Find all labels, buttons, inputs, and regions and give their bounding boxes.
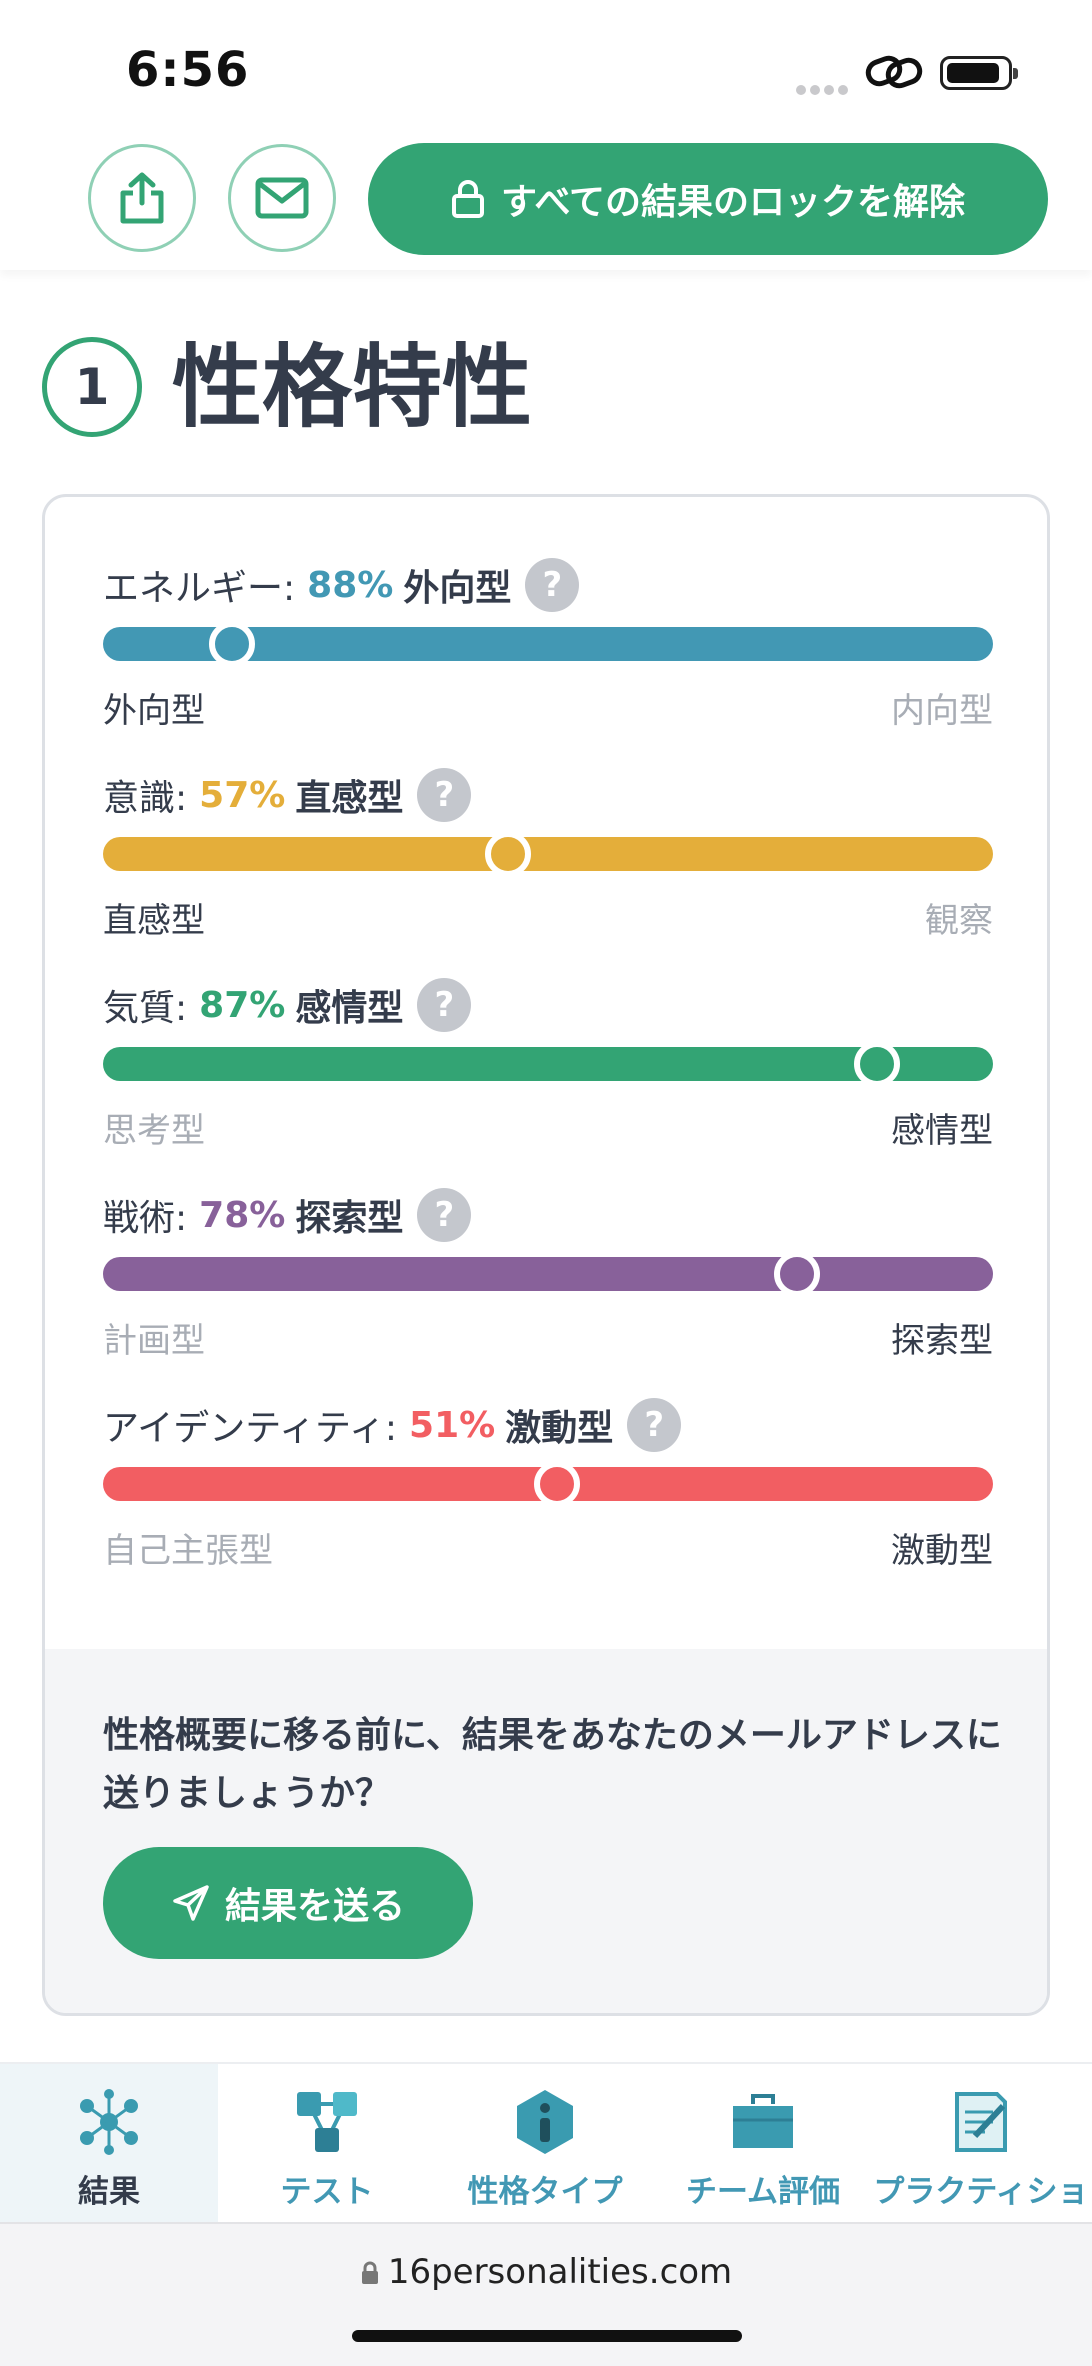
trait-right-label: 激動型: [891, 1531, 993, 1571]
trait-knob: [774, 1251, 821, 1297]
traits-card: エネルギー: 88% 外向型 ? 外向型 内向型 意識: 57% 直感型 ? 直…: [42, 494, 1050, 2016]
nav-label: プラクティショ: [873, 2174, 1089, 2210]
mail-icon: [255, 177, 309, 219]
nav-label: 性格タイプ: [467, 2174, 623, 2210]
trait-knob: [533, 1461, 580, 1507]
trait-name: エネルギー:: [103, 568, 296, 609]
unlock-all-results-button[interactable]: すべての結果のロックを解除: [368, 143, 1048, 255]
trait-percent: 88%: [307, 564, 394, 606]
email-results-section: 性格概要に移る前に、結果をあなたのメールアドレスに送りましょうか？ 結果を送る: [45, 1649, 1047, 2013]
send-results-label: 結果を送る: [224, 1886, 405, 1927]
results-cube-icon: [80, 2089, 138, 2155]
nav-team-assessment[interactable]: チーム評価: [654, 2064, 872, 2224]
email-prompt-text: 性格概要に移る前に、結果をあなたのメールアドレスに送りましょうか？: [103, 1715, 1002, 1814]
help-icon[interactable]: ?: [525, 558, 580, 612]
trait-percent: 87%: [199, 984, 286, 1026]
send-results-button[interactable]: 結果を送る: [103, 1847, 473, 1959]
trait-name: 気質:: [103, 988, 188, 1029]
trait-knob: [209, 621, 256, 667]
bottom-nav: 結果 テスト 性格タイプ チーム評価 プラクティショ: [0, 2062, 1092, 2224]
home-indicator: [352, 2330, 742, 2342]
trait-name: アイデンティティ:: [103, 1408, 398, 1449]
lock-icon: [361, 2261, 378, 2284]
personality-info-icon: [517, 2090, 573, 2154]
section-title: 性格特性: [172, 335, 532, 440]
trait-percent: 78%: [199, 1194, 286, 1236]
link-icon: [864, 52, 924, 96]
nav-label: 結果: [78, 2174, 140, 2210]
lock-icon: [451, 180, 484, 218]
trait-percent: 57%: [199, 774, 286, 816]
trait-name: 意識:: [103, 778, 188, 819]
nav-test[interactable]: テスト: [218, 2064, 436, 2224]
trait-right-label: 感情型: [891, 1111, 993, 1151]
nav-results[interactable]: 結果: [0, 2064, 218, 2224]
trait-left-label: 思考型: [103, 1111, 205, 1151]
paper-plane-icon: [173, 1885, 209, 1921]
trait-right-label: 内向型: [891, 691, 993, 731]
battery-icon: [940, 56, 1018, 90]
nav-personality-types[interactable]: 性格タイプ: [436, 2064, 654, 2224]
url-field[interactable]: 16personalities.com: [0, 2252, 1092, 2292]
trait-right-label: 観察: [925, 901, 993, 941]
status-time: 6:56: [126, 42, 250, 98]
trait-left-label: 直感型: [103, 901, 205, 941]
help-icon[interactable]: ?: [417, 1188, 472, 1242]
trait-dominant: 激動型: [505, 1408, 614, 1449]
trait-dominant: 感情型: [295, 988, 404, 1029]
trait-percent: 51%: [409, 1404, 496, 1446]
trait-bar: [103, 837, 993, 871]
nav-practitioner[interactable]: プラクティショ: [872, 2064, 1090, 2224]
trait-bar: [103, 1047, 993, 1081]
trait-right-label: 探索型: [891, 1321, 993, 1361]
nav-label: チーム評価: [685, 2174, 841, 2210]
signal-icon: [796, 80, 852, 95]
unlock-label: すべての結果のロックを解除: [500, 182, 966, 223]
help-icon[interactable]: ?: [627, 1398, 682, 1452]
test-network-icon: [297, 2092, 357, 2152]
trait-left-label: 自己主張型: [103, 1531, 273, 1571]
briefcase-icon: [733, 2094, 793, 2148]
trait-knob: [854, 1041, 901, 1087]
share-icon: [120, 172, 164, 224]
trait-dominant: 外向型: [403, 568, 512, 609]
browser-url-bar: 16personalities.com: [0, 2222, 1092, 2366]
share-button[interactable]: [88, 144, 196, 252]
trait-knob: [484, 831, 531, 877]
nav-label: テスト: [280, 2174, 374, 2210]
trait-dominant: 直感型: [295, 778, 404, 819]
help-icon[interactable]: ?: [417, 768, 472, 822]
trait-dominant: 探索型: [295, 1198, 404, 1239]
practitioner-document-icon: [955, 2092, 1007, 2152]
trait-left-label: 計画型: [103, 1321, 205, 1361]
url-text: 16personalities.com: [387, 2252, 733, 2292]
section-number-badge: 1: [42, 337, 142, 437]
trait-left-label: 外向型: [103, 691, 205, 731]
trait-bar: [103, 1257, 993, 1291]
trait-name: 戦術:: [103, 1198, 188, 1239]
help-icon[interactable]: ?: [417, 978, 472, 1032]
mail-button[interactable]: [228, 144, 336, 252]
